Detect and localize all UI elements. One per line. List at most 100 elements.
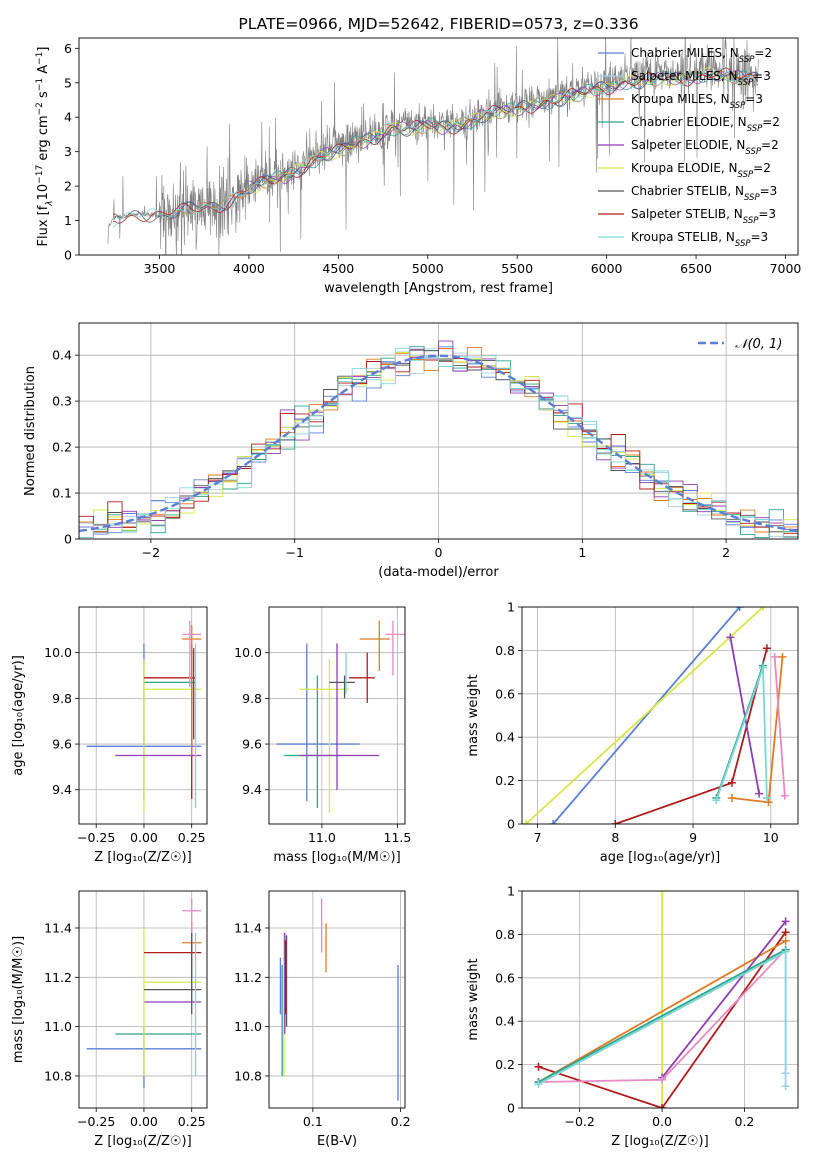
x-tick-label: 0.00 [130, 1114, 158, 1129]
y-tick-label: 2 [64, 179, 72, 194]
panel-spectrum: 3500 4000 4500 5000 5500 6000 6500 7000 0 1 2 3 4 5 6 w… [35, 15, 801, 296]
axes-frame [268, 890, 406, 1109]
y-tick-label: 11.0 [44, 1019, 72, 1034]
legend-entry: Kroupa ELODIE, NSSP=2 [631, 161, 771, 180]
x-tick-label: 4500 [322, 261, 354, 276]
model-salpeter_miles [166, 66, 759, 216]
marker-salpeter_stelib [727, 778, 736, 787]
marker-kroupa_elodie [658, 891, 667, 895]
series-pink [773, 656, 786, 796]
y-axis-label: mass weight [466, 958, 481, 1040]
y-tick-label: 11.2 [234, 970, 262, 985]
marker-salpeter_stelib [534, 1062, 543, 1071]
y-tick-label: 0.2 [495, 1057, 515, 1072]
y-axis-label: mass [log₁₀(M/M☉)] [11, 936, 26, 1063]
y-tick-label: 1 [64, 213, 72, 228]
weight-lines [534, 891, 790, 1108]
x-tick-label: 6500 [680, 261, 712, 276]
y-tick-label: 4 [64, 110, 72, 125]
x-axis-label: E(B-V) [317, 1134, 357, 1149]
legend-entry: Salpeter MILES, NSSP=3 [631, 69, 771, 88]
y-tick-label: 9.8 [52, 691, 72, 706]
x-axis-label: mass [log₁₀(M/M☉)] [273, 850, 400, 865]
marker-kroupa_elodie [522, 820, 530, 824]
marker-salpeter_stelib [658, 1104, 667, 1108]
x-tick-label: 1 [578, 545, 586, 560]
legend-entry: Salpeter ELODIE, NSSP=2 [631, 138, 779, 157]
series-chabrier_elodie [538, 948, 787, 1083]
marker-kroupa_miles [764, 798, 773, 807]
y-tick-label: 11.0 [234, 1019, 262, 1034]
x-axis-label: Z [log₁₀(Z/Z☉)] [94, 1134, 191, 1149]
y-tick-label: 0.8 [495, 927, 515, 942]
x-tick-label: 0.00 [130, 830, 158, 845]
panel-mass_vs_z: −0.25 0.00 0.25 10.8 11.0 11.2 11.4 Z [log₁₀(Z/… [11, 890, 208, 1149]
y-tick-label: 1 [507, 600, 515, 615]
model-salpeter_stelib [112, 67, 759, 224]
y-axis-label: Flux [fλ10−17 erg cm−2 s−1 A−1] [35, 47, 55, 247]
x-tick-label: 0.0 [652, 1114, 672, 1129]
model-kroupa_stelib [112, 68, 759, 228]
y-tick-label: 5 [64, 75, 72, 90]
y-tick-label: 9.4 [52, 782, 72, 797]
axes-frame [78, 606, 208, 825]
y-tick-label: 6 [64, 41, 72, 56]
marker-kroupa_stelib [712, 796, 721, 805]
y-tick-label: 10.8 [234, 1068, 262, 1083]
model-kroupa_elodie [248, 66, 750, 193]
axes-frame [268, 606, 406, 825]
marker-salpeter_miles [781, 1082, 790, 1091]
y-tick-label: 0.4 [495, 730, 515, 745]
x-tick-label: −1 [285, 545, 303, 560]
y-tick-label: 0 [507, 817, 515, 832]
x-axis-label: Z [log₁₀(Z/Z☉)] [611, 1134, 708, 1149]
y-tick-label: 0 [64, 532, 72, 547]
model-chabrier_miles [166, 71, 759, 218]
y-axis-label: Normed distribution [23, 366, 38, 496]
panel-residuals: −2 −1 0 1 2 0 0.1 0.2 0.3 0.4 (data-model)/error No… [23, 322, 799, 580]
y-tick-label: 0.1 [52, 486, 72, 501]
x-tick-label: 0.2 [735, 1114, 755, 1129]
legend-entry: Chabrier STELIB, NSSP=3 [631, 184, 777, 203]
marker-salpeter_stelib [781, 928, 790, 937]
marker-chabrier_miles [735, 607, 744, 611]
x-axis-label: (data-model)/error [378, 565, 499, 580]
errorbars [279, 898, 399, 1101]
x-tick-label: 2 [722, 545, 730, 560]
legend-entry: Chabrier ELODIE, NSSP=2 [631, 115, 780, 134]
errorbars [86, 620, 202, 813]
x-tick-label: 4000 [233, 261, 265, 276]
x-tick-label: 6000 [591, 261, 623, 276]
x-axis-label: wavelength [Angstrom, rest frame] [324, 281, 553, 296]
y-tick-label: 10.0 [234, 645, 262, 660]
series-salpeter_stelib [615, 647, 768, 824]
series-kroupa_miles [538, 940, 787, 1083]
legend-entry: 𝒩(0, 1) [735, 337, 782, 352]
y-tick-label: 0.3 [52, 394, 72, 409]
x-tick-label: 8 [611, 830, 619, 845]
x-tick-label: 5500 [501, 261, 533, 276]
marker-salpeter_stelib [762, 644, 771, 653]
x-tick-label: 0.2 [391, 1114, 411, 1129]
y-tick-label: 3 [64, 144, 72, 159]
marker-pink [658, 1075, 667, 1084]
y-tick-label: 0.6 [495, 970, 515, 985]
y-tick-label: 11.4 [44, 920, 72, 935]
y-tick-label: 9.8 [242, 691, 262, 706]
x-tick-label: −0.25 [77, 830, 115, 845]
spectrum-lines [107, 38, 759, 255]
marker-kroupa_stelib [781, 947, 790, 956]
legend: Chabrier MILES, NSSP=2 Salpeter MILES, NS… [598, 46, 780, 249]
y-axis-label: age [log₁₀(age/yr)] [11, 655, 26, 776]
marker-salpeter_elodie [726, 633, 735, 642]
axes-frame [78, 322, 799, 540]
y-tick-label: 0 [507, 1101, 515, 1116]
y-tick-label: 0 [64, 248, 72, 263]
y-axis-label: mass weight [466, 674, 481, 756]
marker-salpeter_elodie [781, 917, 790, 926]
y-tick-label: 9.4 [242, 782, 262, 797]
errorbars [276, 620, 405, 813]
x-tick-label: 5000 [412, 261, 444, 276]
y-tick-label: 9.6 [242, 737, 262, 752]
y-tick-label: 0.4 [52, 348, 72, 363]
